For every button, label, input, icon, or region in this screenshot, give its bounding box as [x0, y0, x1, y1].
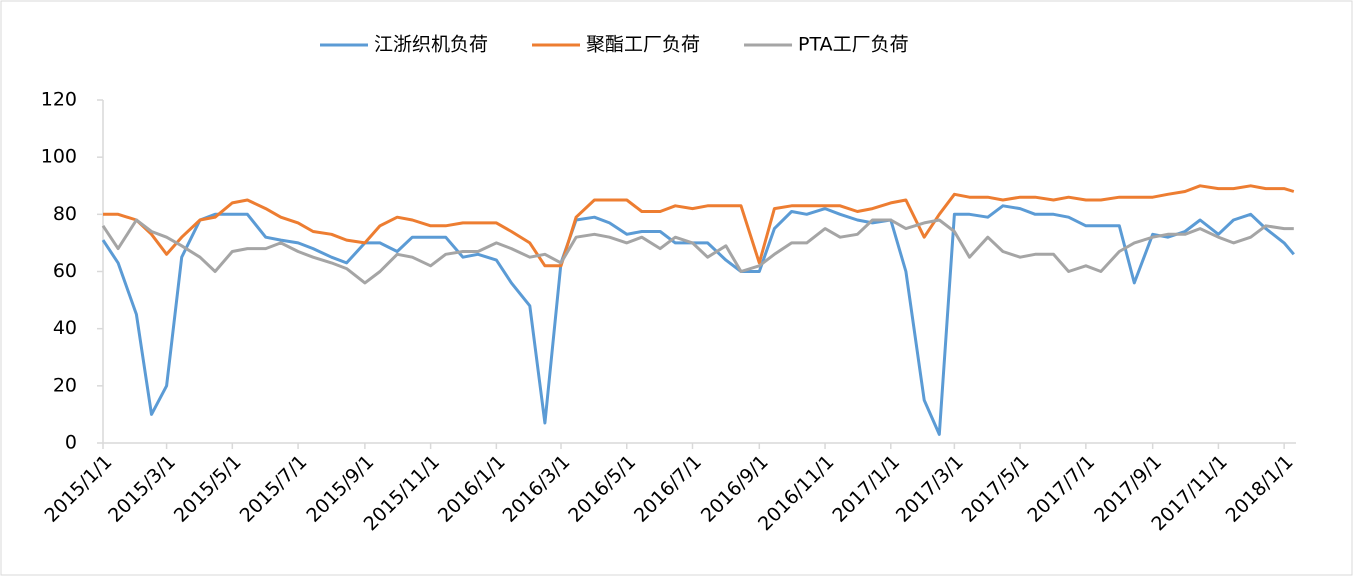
legend-label: PTA工厂负荷 — [798, 34, 909, 56]
series-line — [103, 184, 1295, 268]
legend-label: 江浙织机负荷 — [374, 34, 488, 56]
series-line — [101, 204, 1295, 436]
y-tick-label: 40 — [53, 317, 77, 339]
series-line — [101, 218, 1294, 285]
y-tick-label: 80 — [53, 203, 77, 225]
y-tick-label: 100 — [41, 146, 77, 168]
y-tick-label: 20 — [53, 374, 77, 396]
y-tick-label: 0 — [65, 432, 77, 454]
legend: 江浙织机负荷 聚酯工厂负荷 PTA工厂负荷 — [320, 34, 909, 56]
y-tick-label: 60 — [53, 260, 77, 282]
legend-label: 聚酯工厂负荷 — [586, 34, 700, 56]
y-tick-label: 120 — [41, 89, 77, 111]
